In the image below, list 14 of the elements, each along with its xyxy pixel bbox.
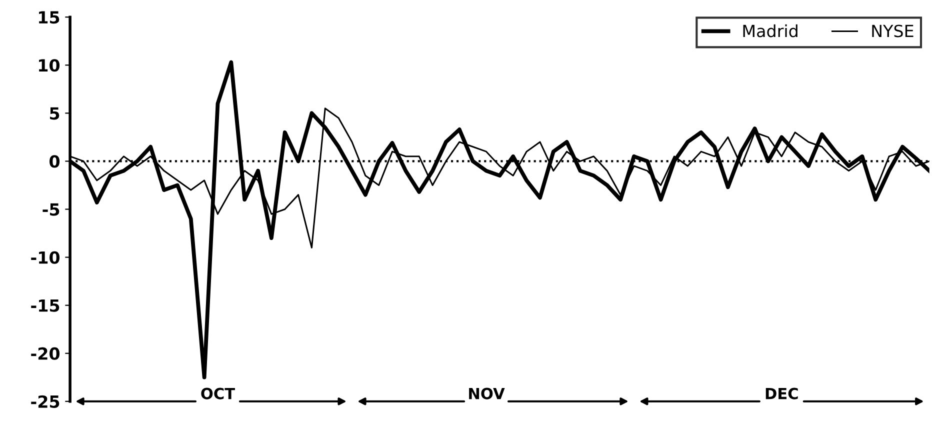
y-tick-label: -5 [42,203,60,216]
y-tick-label: 10 [39,59,60,72]
y-tick-label: 15 [39,11,60,24]
y-tick-label: -15 [31,299,60,312]
x-tick-label: NOV [469,388,505,400]
y-tick-label: -25 [31,395,60,408]
y-tick-label: -20 [31,347,60,360]
legend-label: Madrid [743,24,798,38]
x-tick-label: OCT [201,388,235,400]
y-tick-label: 0 [50,155,60,168]
y-tick-label: 5 [50,107,60,120]
x-tick-label: DEC [766,388,798,400]
y-tick-label: -10 [31,251,60,264]
legend-label: NYSE [872,24,914,38]
